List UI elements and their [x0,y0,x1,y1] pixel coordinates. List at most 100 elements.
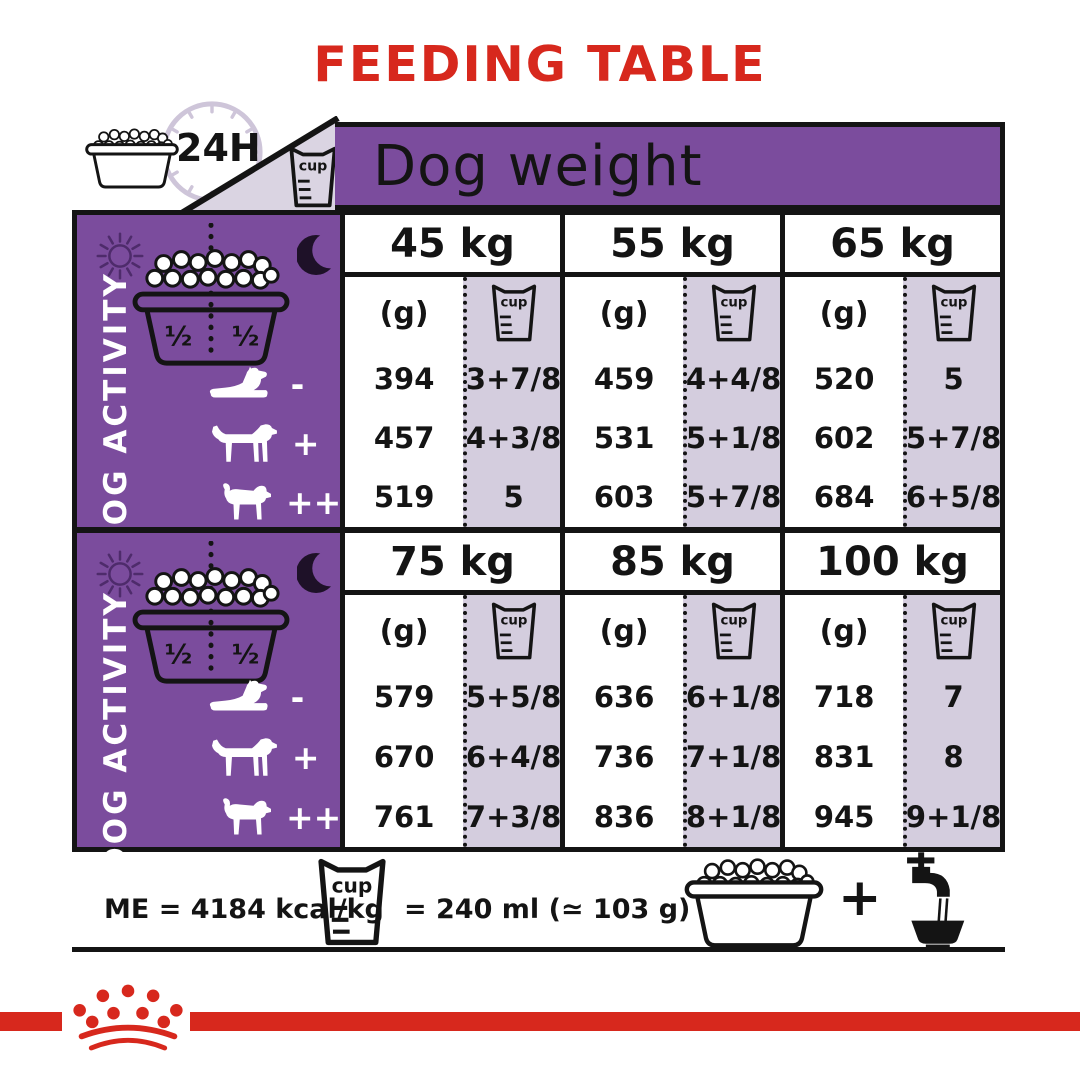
royal-canin-crown-logo [70,984,186,1054]
cup-icon [316,858,388,946]
moon-icon [297,231,339,279]
weight-column-45kg: 45 kg (g) 394 457 519 3+7/8 4+3/8 5 [345,215,565,527]
resting-dog-icon [207,676,281,718]
feeding-grid-bottom: 75 kg (g) 579 670 761 5+5/8 6+4/8 7+3/8 … [345,533,1005,852]
cups-value: 6+1/8 [685,680,782,714]
meal-split-bowl-icon [127,541,295,689]
cups-value: 5+7/8 [685,480,782,515]
walking-dog-icon [216,480,276,524]
cups-subcolumn: 6+1/8 7+1/8 8+1/8 [683,595,782,847]
cups-value: 7+1/8 [685,740,782,774]
activity-row-low: - [207,360,332,408]
grams-subcolumn: (g) 718 831 945 [785,595,904,847]
cups-value: 5 [943,361,964,396]
kibble-bowl-icon [82,128,182,193]
activity-row-medium: + [207,419,332,467]
weight-column-65kg: 65 kg (g) 520 602 684 5 5+7/8 6+5/8 [785,215,1005,527]
cups-value: 4+3/8 [465,420,562,455]
cups-value: 6+4/8 [465,740,562,774]
weight-header: 55 kg [565,215,780,277]
weight-header: 45 kg [345,215,560,277]
weight-column-75kg: 75 kg (g) 579 670 761 5+5/8 6+4/8 7+3/8 [345,533,565,847]
cups-value: 5+5/8 [465,680,562,714]
feeding-grid-top: 45 kg (g) 394 457 519 3+7/8 4+3/8 5 55 k… [345,210,1005,527]
cups-value: 4+4/8 [685,361,782,396]
dog-activity-label: DOG ACTIVITY [98,271,134,555]
grams-value: 945 [813,800,875,834]
grams-unit-label: (g) [379,295,429,331]
weight-header: 75 kg [345,533,560,595]
grams-unit-label: (g) [819,613,869,649]
grams-value: 836 [593,800,655,834]
weight-header: 85 kg [565,533,780,595]
cups-value: 6+5/8 [905,480,1002,515]
brand-stripe-right [190,1012,1080,1031]
cups-subcolumn: 3+7/8 4+3/8 5 [463,277,562,527]
grams-value: 603 [593,480,655,515]
grams-value: 761 [373,800,435,834]
grams-value: 684 [813,480,875,515]
water-tap-icon [884,852,966,950]
resting-dog-icon [207,363,281,405]
section-divider [72,527,1005,533]
cups-subcolumn: 5+5/8 6+4/8 7+3/8 [463,595,562,847]
activity-row-high: ++ [207,793,342,841]
grams-value: 831 [813,740,875,774]
cup-icon [930,284,978,342]
grams-value: 602 [813,420,875,455]
cups-value: 8 [943,740,964,774]
weight-header: 100 kg [785,533,1000,595]
activity-row-low: - [207,673,332,721]
activity-row-high: ++ [207,478,342,526]
moon-icon [297,549,339,597]
footer-divider [72,947,1005,952]
weight-column-85kg: 85 kg (g) 636 736 836 6+1/8 7+1/8 8+1/8 [565,533,785,847]
cup-equivalence-label: = 240 ml (≃ 103 g) [404,894,691,925]
cup-icon [710,284,758,342]
grams-value: 670 [373,740,435,774]
activity-symbol: - [290,364,305,404]
grams-value: 579 [373,680,435,714]
grams-value: 736 [593,740,655,774]
grams-value: 531 [593,420,655,455]
grams-value: 718 [813,680,875,714]
activity-symbol: ++ [286,797,342,837]
grams-unit-label: (g) [819,295,869,331]
cups-value: 8+1/8 [685,800,782,834]
cups-value: 5+1/8 [685,420,782,455]
grams-value: 520 [813,361,875,396]
grams-value: 394 [373,361,435,396]
kibble-bowl-icon [678,858,830,954]
activity-symbol: ++ [286,482,342,522]
grams-value: 457 [373,420,435,455]
dog-weight-label: Dog weight [373,133,703,199]
dog-weight-header: Dog weight [335,122,1005,210]
standing-dog-icon [207,418,282,468]
cup-icon [930,602,978,660]
meal-split-bowl-icon [127,223,295,371]
hours-label: 24H [176,126,261,170]
cups-value: 3+7/8 [465,361,562,396]
cups-subcolumn: 4+4/8 5+1/8 5+7/8 [683,277,782,527]
walking-dog-icon [216,795,276,839]
dog-activity-label: DOG ACTIVITY [98,590,134,874]
page-title: FEEDING TABLE [313,36,767,93]
activity-symbol: + [291,737,320,777]
cup-icon [288,146,338,208]
grams-subcolumn: (g) 520 602 684 [785,277,904,527]
activity-symbol: + [291,423,320,463]
grams-value: 459 [593,361,655,396]
grams-subcolumn: (g) 394 457 519 [345,277,464,527]
weight-column-100kg: 100 kg (g) 718 831 945 7 8 9+1/8 [785,533,1005,847]
grams-subcolumn: (g) 459 531 603 [565,277,684,527]
cups-value: 7+3/8 [465,800,562,834]
dog-activity-panel-bottom: DOG ACTIVITY - + ++ [72,533,345,874]
cups-value: 7 [943,680,964,714]
cup-icon [710,602,758,660]
grams-value: 636 [593,680,655,714]
grams-unit-label: (g) [599,295,649,331]
plus-sign: + [838,868,882,928]
cups-subcolumn: 7 8 9+1/8 [903,595,1001,847]
grams-unit-label: (g) [599,613,649,649]
